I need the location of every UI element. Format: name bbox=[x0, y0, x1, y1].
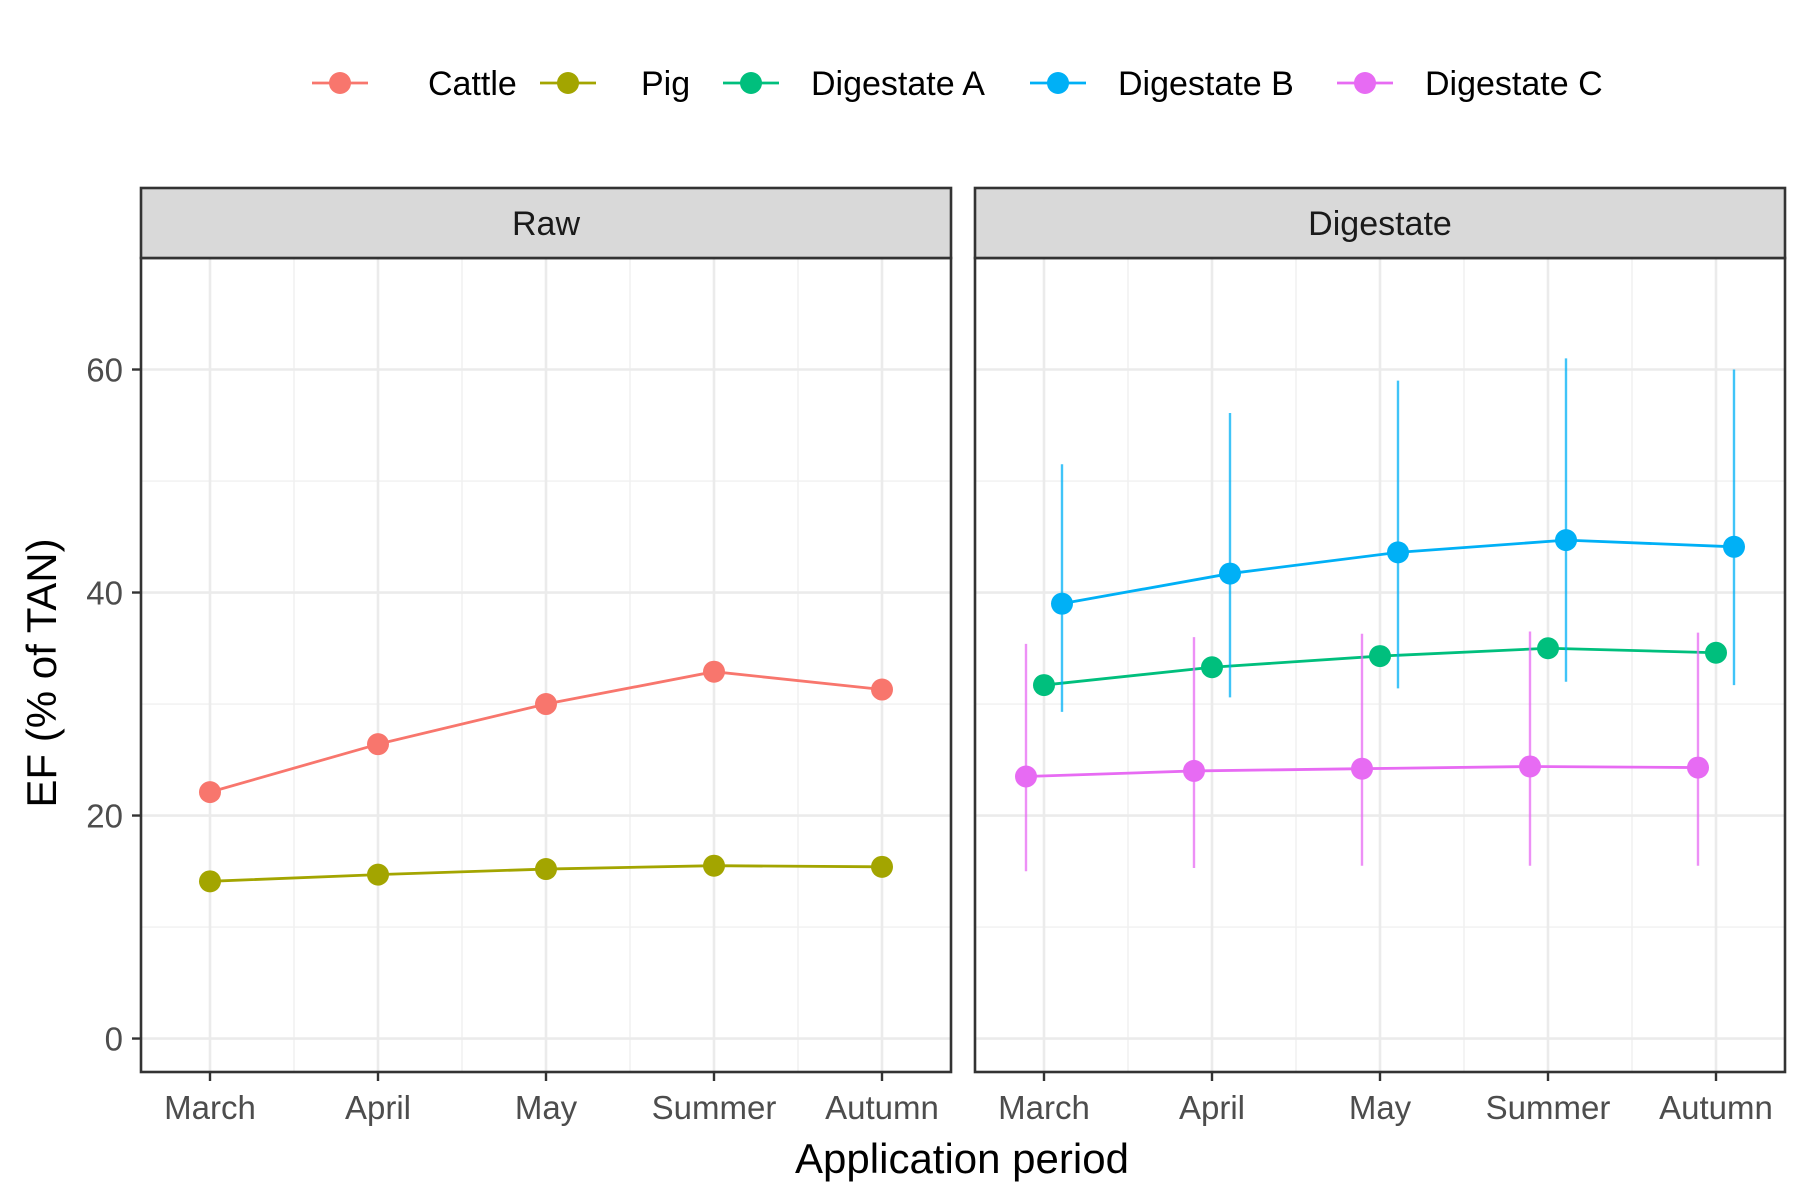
data-point bbox=[1201, 656, 1223, 679]
data-point bbox=[1687, 756, 1709, 779]
legend-label: Digestate A bbox=[811, 65, 985, 103]
legend-label: Pig bbox=[641, 65, 690, 103]
strip-label: Digestate bbox=[1308, 205, 1452, 243]
x-tick-label: Autumn bbox=[825, 1089, 939, 1126]
x-tick-label: April bbox=[345, 1089, 411, 1126]
strip-background bbox=[973, 186, 1787, 260]
legend-key-point bbox=[1047, 72, 1069, 94]
legend-label: Digestate C bbox=[1425, 65, 1603, 103]
data-point bbox=[871, 855, 893, 878]
data-point bbox=[1033, 674, 1055, 697]
legend-item-digestate-b: Digestate B bbox=[1030, 65, 1294, 103]
data-point bbox=[703, 854, 725, 877]
y-tick-label: 20 bbox=[86, 798, 123, 835]
data-point bbox=[1519, 755, 1541, 778]
data-point bbox=[703, 660, 725, 683]
data-point bbox=[1705, 641, 1727, 664]
y-tick-label: 0 bbox=[105, 1021, 123, 1058]
x-tick-label: March bbox=[164, 1089, 256, 1126]
series-digestate-c bbox=[1015, 631, 1709, 872]
y-tick-label: 60 bbox=[86, 352, 123, 389]
x-tick-label: Autumn bbox=[1659, 1089, 1773, 1126]
legend-key-point bbox=[329, 72, 351, 94]
legend-item-digestate-a: Digestate A bbox=[723, 65, 985, 103]
panels: Raw March April May Summer Autumn 0 20 40 60 Diges… bbox=[86, 186, 1787, 1126]
series-digestate-a bbox=[1033, 637, 1727, 697]
legend-item-digestate-c: Digestate C bbox=[1337, 65, 1603, 103]
legend: Cattle Pig Digestate A Digestate B Digestate… bbox=[312, 65, 1603, 103]
x-tick-label: May bbox=[1349, 1089, 1412, 1126]
x-tick-label: Summer bbox=[1486, 1089, 1611, 1126]
data-point bbox=[367, 733, 389, 756]
x-tick-label: April bbox=[1179, 1089, 1245, 1126]
strip-label: Raw bbox=[512, 205, 580, 243]
data-point bbox=[535, 693, 557, 716]
series-pig bbox=[199, 854, 893, 893]
series-digestate-b bbox=[1051, 358, 1745, 712]
y-tick-label: 40 bbox=[86, 575, 123, 612]
data-point bbox=[199, 781, 221, 804]
x-tick-label: March bbox=[998, 1089, 1090, 1126]
y-axis-title: EF (% of TAN) bbox=[18, 538, 65, 807]
panel-raw: Raw March April May Summer Autumn 0 20 40 60 bbox=[86, 186, 953, 1126]
legend-label: Digestate B bbox=[1118, 65, 1294, 103]
x-axis-title: Application period bbox=[795, 1135, 1129, 1182]
legend-key-point bbox=[557, 72, 579, 94]
data-point bbox=[1183, 759, 1205, 782]
legend-item-pig: Pig bbox=[540, 65, 690, 103]
legend-key-point bbox=[1354, 72, 1376, 94]
data-point bbox=[1351, 757, 1373, 780]
data-point bbox=[535, 858, 557, 881]
data-point bbox=[1555, 529, 1577, 552]
panel-digestate: Digestate March April May Summer Autumn bbox=[973, 186, 1787, 1126]
data-point bbox=[871, 678, 893, 701]
data-point bbox=[1015, 765, 1037, 788]
data-point bbox=[199, 870, 221, 893]
data-point bbox=[1537, 637, 1559, 660]
legend-item-cattle: Cattle bbox=[312, 65, 517, 103]
data-point bbox=[367, 863, 389, 886]
x-tick-label: May bbox=[515, 1089, 578, 1126]
data-point bbox=[1219, 562, 1241, 585]
series-cattle bbox=[199, 660, 893, 804]
legend-label: Cattle bbox=[428, 65, 517, 103]
data-point bbox=[1387, 541, 1409, 564]
strip-background bbox=[139, 186, 953, 260]
data-point bbox=[1369, 645, 1391, 668]
data-point bbox=[1051, 592, 1073, 615]
data-point bbox=[1723, 535, 1745, 558]
legend-key-point bbox=[740, 72, 762, 94]
x-tick-label: Summer bbox=[652, 1089, 777, 1126]
